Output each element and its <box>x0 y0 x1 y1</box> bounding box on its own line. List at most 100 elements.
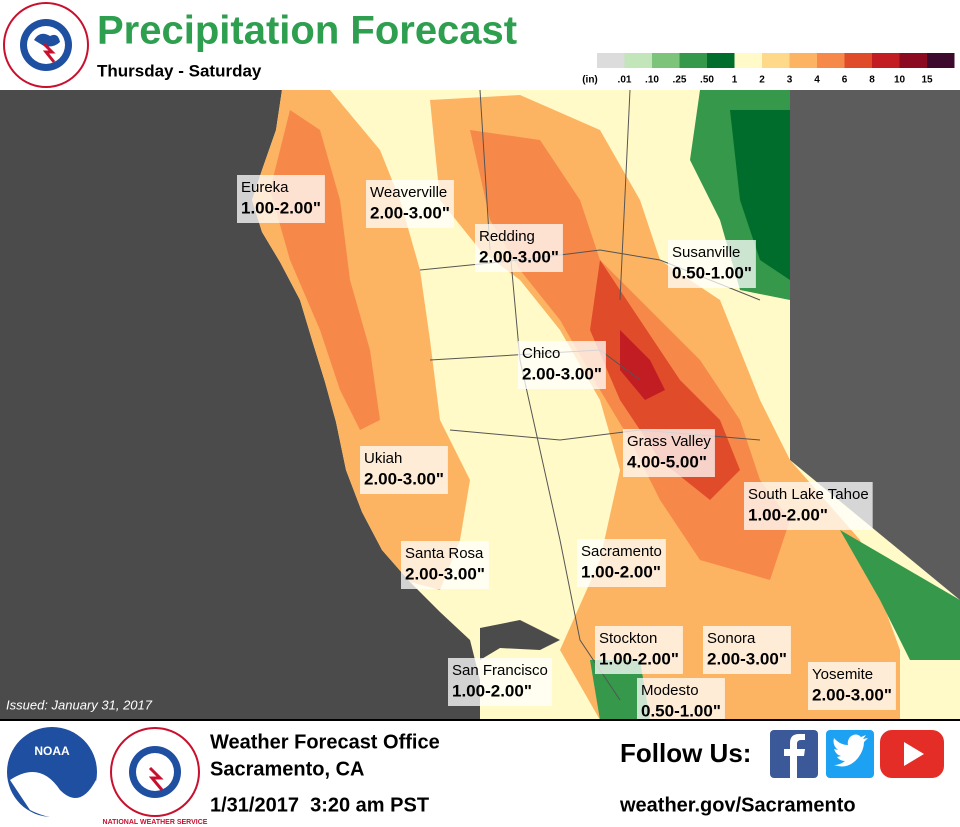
city-name: Sacramento <box>581 543 662 560</box>
facebook-icon[interactable] <box>770 730 818 778</box>
city-name: Redding <box>479 228 535 245</box>
city-name: Modesto <box>641 682 699 699</box>
city-box <box>237 175 325 223</box>
city-name: Chico <box>522 345 560 362</box>
legend-label: .10 <box>645 75 659 86</box>
city-label: Eureka 1.00-2.00" <box>237 175 325 223</box>
legend-label: .25 <box>673 75 687 86</box>
legend-swatch <box>652 53 680 68</box>
city-name: Grass Valley <box>627 433 711 450</box>
legend-swatch <box>899 53 927 68</box>
legend-unit: (in) <box>582 75 598 86</box>
legend-swatch <box>707 53 735 68</box>
city-label: Sacramento 1.00-2.00" <box>577 539 666 587</box>
city-name: Yosemite <box>812 666 873 683</box>
city-name: Susanville <box>672 244 740 261</box>
city-amount: 4.00-5.00" <box>627 452 707 471</box>
legend-swatch <box>844 53 872 68</box>
city-label: Chico 2.00-3.00" <box>518 341 606 389</box>
legend-label: 3 <box>787 75 793 86</box>
city-box <box>577 539 666 587</box>
office: Weather Forecast Office <box>210 731 440 753</box>
city-name: Stockton <box>599 630 657 647</box>
legend-swatch <box>927 53 955 68</box>
city-name: Sonora <box>707 630 756 647</box>
city-box <box>475 224 563 272</box>
legend-label: .50 <box>700 75 714 86</box>
datetime: 1/31/2017 3:20 am PST <box>210 794 429 816</box>
city-amount: 0.50-1.00" <box>672 263 752 282</box>
city-label: Santa Rosa 2.00-3.00" <box>401 541 489 589</box>
city-amount: 2.00-3.00" <box>812 685 892 704</box>
legend-swatch <box>679 53 707 68</box>
city-amount: 1.00-2.00" <box>241 198 321 217</box>
city-box <box>703 626 791 674</box>
city-name: South Lake Tahoe <box>748 486 869 503</box>
nws-text: NATIONAL WEATHER SERVICE <box>103 819 208 826</box>
city-label: Redding 2.00-3.00" <box>475 224 563 272</box>
legend-label: .01 <box>618 75 632 86</box>
follow-us: Follow Us: <box>620 738 751 768</box>
city-label: Ukiah 2.00-3.00" <box>360 446 448 494</box>
city-box <box>668 240 756 288</box>
legend-label: 2 <box>759 75 765 86</box>
city-amount: 2.00-3.00" <box>405 564 485 583</box>
city-amount: 1.00-2.00" <box>581 562 661 581</box>
youtube-icon[interactable] <box>880 730 944 778</box>
city-box <box>448 658 552 706</box>
city-amount: 2.00-3.00" <box>479 247 559 266</box>
legend-swatch <box>734 53 762 68</box>
city-label: Susanville 0.50-1.00" <box>668 240 756 288</box>
legend-label: 6 <box>842 75 848 86</box>
legend-label: 8 <box>869 75 875 86</box>
city-labels: Eureka1.00-2.00"Weaverville2.00-3.00"Red… <box>237 175 896 726</box>
map <box>0 89 960 720</box>
city-amount: 1.00-2.00" <box>748 505 828 524</box>
city-box <box>637 678 725 726</box>
title: Precipitation Forecast <box>97 9 517 53</box>
city-amount: 2.00-3.00" <box>522 364 602 383</box>
legend-swatch <box>597 53 625 68</box>
city-label: San Francisco 1.00-2.00" <box>448 658 552 706</box>
legend-swatch <box>624 53 652 68</box>
twitter-icon[interactable] <box>826 730 874 778</box>
nws-logo-bottom: NATIONAL WEATHER SERVICE <box>103 727 208 826</box>
city-label: Sonora 2.00-3.00" <box>703 626 791 674</box>
nws-logo-top <box>3 2 89 88</box>
legend-label: 4 <box>814 75 820 86</box>
legend: (in) .01 .10 .25 .50 1 2 3 4 6 8 10 15 <box>582 53 955 86</box>
noaa-logo: NOAA <box>7 727 97 818</box>
issued-date: Issued: January 31, 2017 <box>6 697 153 712</box>
city-amount: 2.00-3.00" <box>364 469 444 488</box>
legend-label: 10 <box>894 75 906 86</box>
city-box <box>623 429 715 477</box>
city-label: Weaverville 2.00-3.00" <box>366 180 454 228</box>
city-box <box>518 341 606 389</box>
city-label: South Lake Tahoe 1.00-2.00" <box>744 482 873 530</box>
city-amount: 2.00-3.00" <box>370 203 450 222</box>
city-box <box>808 662 896 710</box>
city-name: Santa Rosa <box>405 545 484 562</box>
city-label: Modesto 0.50-1.00" <box>637 678 725 726</box>
legend-swatch <box>789 53 817 68</box>
legend-label: 15 <box>921 75 933 86</box>
city-name: Weaverville <box>370 184 447 201</box>
city-name: Eureka <box>241 179 289 196</box>
city-box <box>366 180 454 228</box>
legend-swatch <box>872 53 900 68</box>
city-box <box>744 482 873 530</box>
city-box <box>595 626 683 674</box>
city-name: Ukiah <box>364 450 402 467</box>
location: Sacramento, CA <box>210 758 365 780</box>
city-amount: 2.00-3.00" <box>707 649 787 668</box>
legend-swatch <box>762 53 790 68</box>
city-amount: 1.00-2.00" <box>452 681 532 700</box>
city-name: San Francisco <box>452 662 548 679</box>
city-box <box>401 541 489 589</box>
website: weather.gov/Sacramento <box>619 794 856 816</box>
city-label: Yosemite 2.00-3.00" <box>808 662 896 710</box>
city-label: Stockton 1.00-2.00" <box>595 626 683 674</box>
city-box <box>360 446 448 494</box>
city-label: Grass Valley 4.00-5.00" <box>623 429 715 477</box>
